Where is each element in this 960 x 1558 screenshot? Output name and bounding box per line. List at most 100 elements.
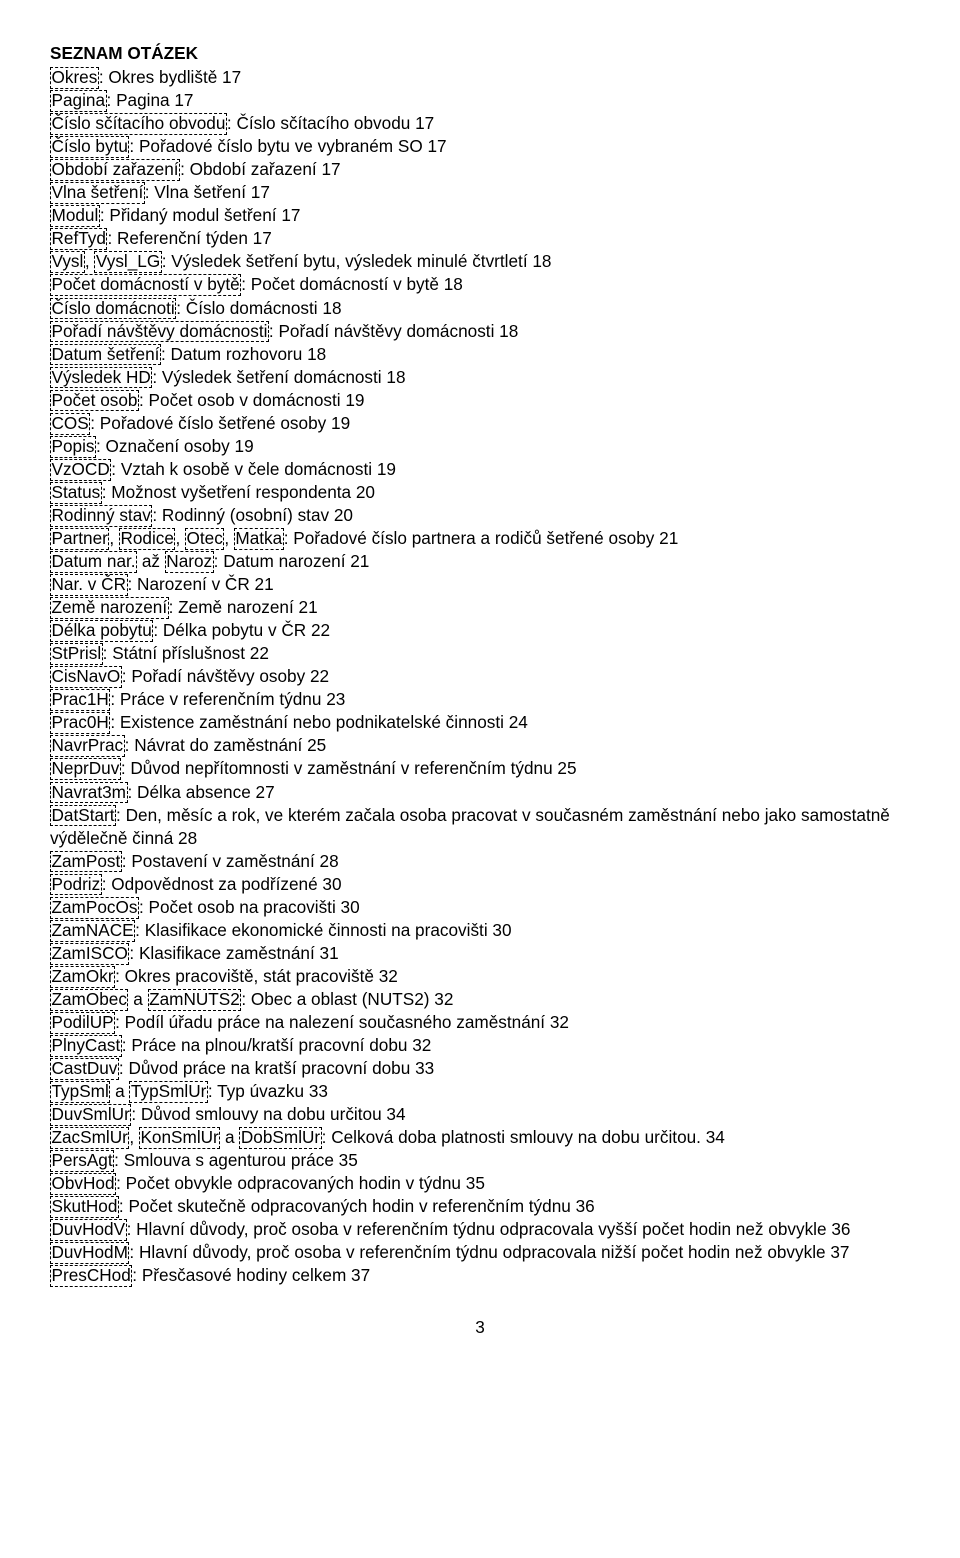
toc-line: StPrisl: Státní příslušnost 22 [50,642,910,665]
term-box: ZamNUTS2 [148,989,242,1011]
toc-line: Vlna šetření: Vlna šetření 17 [50,181,910,204]
toc-line: Modul: Přidaný modul šetření 17 [50,204,910,227]
term-box: PersAgt [50,1150,114,1172]
toc-line: Číslo sčítacího obvodu: Číslo sčítacího … [50,112,910,135]
toc-line: DuvSmlUr: Důvod smlouvy na dobu určitou … [50,1103,910,1126]
toc-line: ZamISCO: Klasifikace zaměstnání 31 [50,942,910,965]
term-box: Země narození [50,597,169,619]
term-box: CisNavO [50,666,122,688]
term-box: Prac0H [50,712,110,734]
term-box: Pořadí návštěvy domácnosti [50,321,269,343]
term-box: Počet domácností v bytě [50,274,241,296]
toc-line: Země narození: Země narození 21 [50,596,910,619]
term-box: NavrPrac [50,735,125,757]
toc-line: DatStart: Den, měsíc a rok, ve kterém za… [50,804,910,850]
term-box: SkutHod [50,1196,119,1218]
term-box: Partner [50,528,109,550]
toc-line: ZamObec a ZamNUTS2: Obec a oblast (NUTS2… [50,988,910,1011]
term-box: PresCHod [50,1265,132,1287]
term-box: DuvHodM [50,1242,129,1264]
term-box: VzOCD [50,459,111,481]
toc-line: Okres: Okres bydliště 17 [50,66,910,89]
toc-line: RefTyd: Referenční týden 17 [50,227,910,250]
toc-line: NavrPrac: Návrat do zaměstnání 25 [50,734,910,757]
term-box: StPrisl [50,643,103,665]
toc-line: ObvHod: Počet obvykle odpracovaných hodi… [50,1172,910,1195]
term-box: ZamOkr [50,966,115,988]
term-box: Číslo domácnoti [50,298,176,320]
toc-line: COS: Pořadové číslo šetřené osoby 19 [50,412,910,435]
toc-line: Datum nar. až Naroz: Datum narození 21 [50,550,910,573]
toc-line: PodilUP: Podíl úřadu práce na nalezení s… [50,1011,910,1034]
term-box: Pagina [50,90,107,112]
term-box: DuvSmlUr [50,1104,131,1126]
term-box: Délka pobytu [50,620,153,642]
term-box: DobSmlUr [239,1127,321,1149]
toc-line: DuvHodV: Hlavní důvody, proč osoba v ref… [50,1218,910,1241]
toc-line: ZamOkr: Okres pracoviště, stát pracovišt… [50,965,910,988]
toc-line: Partner, Rodice, Otec, Matka: Pořadové č… [50,527,910,550]
term-box: Status [50,482,102,504]
term-box: Rodice [119,528,176,550]
term-box: ZamObec [50,989,128,1011]
term-box: TypSmlUr [129,1081,207,1103]
page-heading: SEZNAM OTÁZEK [50,42,910,65]
toc-line: ZamPost: Postavení v zaměstnání 28 [50,850,910,873]
toc-line: Výsledek HD: Výsledek šetření domácnosti… [50,366,910,389]
toc-line: TypSml a TypSmlUr: Typ úvazku 33 [50,1080,910,1103]
toc-line: Rodinný stav: Rodinný (osobní) stav 20 [50,504,910,527]
toc-line: CastDuv: Důvod práce na kratší pracovní … [50,1057,910,1080]
term-box: Počet osob [50,390,139,412]
toc-line: Nar. v ČR: Narození v ČR 21 [50,573,910,596]
toc-line: NeprDuv: Důvod nepřítomnosti v zaměstnán… [50,757,910,780]
document-page: SEZNAM OTÁZEK Okres: Okres bydliště 17Pa… [0,0,960,1369]
toc-line: Pořadí návštěvy domácnosti: Pořadí návšt… [50,320,910,343]
toc-line: Navrat3m: Délka absence 27 [50,781,910,804]
toc-line: Číslo domácnoti: Číslo domácnosti 18 [50,297,910,320]
toc-line: Status: Možnost vyšetření respondenta 20 [50,481,910,504]
term-box: ObvHod [50,1173,116,1195]
term-box: Rodinný stav [50,505,152,527]
toc-line: Vysl, Vysl_LG: Výsledek šetření bytu, vý… [50,250,910,273]
term-box: Číslo bytu [50,136,129,158]
toc-line: Období zařazení: Období zařazení 17 [50,158,910,181]
toc-line: Prac1H: Práce v referenčním týdnu 23 [50,688,910,711]
term-box: Naroz [165,551,214,573]
term-box: Vysl [50,251,85,273]
toc-line: PlnyCast: Práce na plnou/kratší pracovní… [50,1034,910,1057]
term-box: Období zařazení [50,159,180,181]
toc-line: Počet domácností v bytě: Počet domácnost… [50,273,910,296]
term-box: ZamPost [50,851,122,873]
term-box: Vysl_LG [94,251,161,273]
term-box: ZamISCO [50,943,129,965]
toc-line: Číslo bytu: Pořadové číslo bytu ve vybra… [50,135,910,158]
toc-line: VzOCD: Vztah k osobě v čele domácnosti 1… [50,458,910,481]
toc-line: PersAgt: Smlouva s agenturou práce 35 [50,1149,910,1172]
toc-line: PresCHod: Přesčasové hodiny celkem 37 [50,1264,910,1287]
term-box: DuvHodV [50,1219,127,1241]
term-box: ZamPocOs [50,897,139,919]
term-box: Matka [234,528,284,550]
term-box: ZacSmlUr [50,1127,129,1149]
toc-line: Prac0H: Existence zaměstnání nebo podnik… [50,711,910,734]
lines-container: Okres: Okres bydliště 17Pagina: Pagina 1… [50,66,910,1287]
toc-line: Počet osob: Počet osob v domácnosti 19 [50,389,910,412]
term-box: CastDuv [50,1058,119,1080]
term-box: Datum šetření [50,344,161,366]
term-box: Modul [50,205,100,227]
toc-line: CisNavO: Pořadí návštěvy osoby 22 [50,665,910,688]
term-box: COS [50,413,90,435]
toc-line: Délka pobytu: Délka pobytu v ČR 22 [50,619,910,642]
page-number: 3 [50,1316,910,1339]
toc-line: Popis: Označení osoby 19 [50,435,910,458]
term-box: Nar. v ČR [50,574,128,596]
term-box: Otec [185,528,224,550]
term-box: Navrat3m [50,782,128,804]
term-box: Vlna šetření [50,182,145,204]
term-box: ZamNACE [50,920,135,942]
term-box: TypSml [50,1081,110,1103]
term-box: Výsledek HD [50,367,152,389]
toc-line: SkutHod: Počet skutečně odpracovaných ho… [50,1195,910,1218]
term-box: RefTyd [50,228,107,250]
toc-line: ZamNACE: Klasifikace ekonomické činnosti… [50,919,910,942]
